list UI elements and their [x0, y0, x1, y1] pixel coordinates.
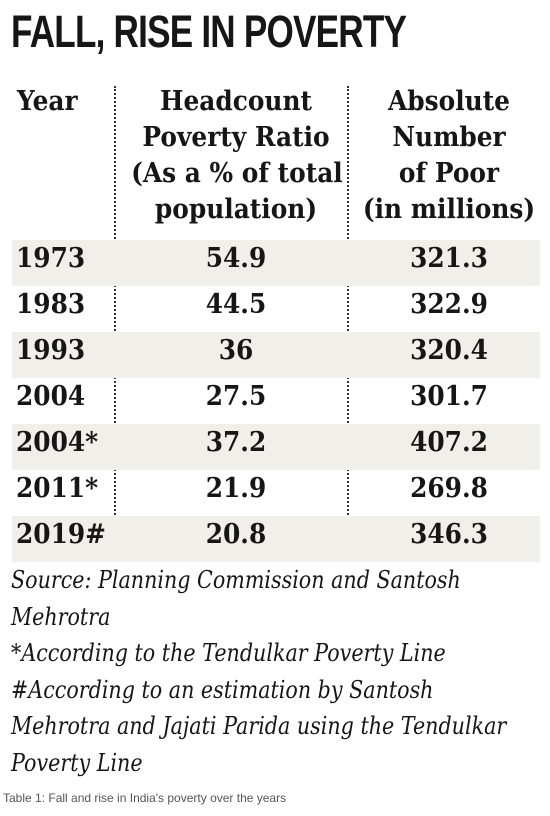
footnote-hash: #According to an estimation by Santosh: [11, 675, 434, 704]
column-header-headcount-ratio: Headcount Poverty Ratio (As a % of total…: [131, 84, 343, 228]
headcount-ratio-cell: 20.8: [205, 519, 267, 550]
headcount-ratio-cell: 27.5: [205, 381, 267, 412]
table-row: 2004 27.5 301.7: [12, 378, 540, 424]
absolute-number-cell: 346.3: [410, 519, 488, 550]
headcount-ratio-cell: 21.9: [205, 473, 267, 504]
header-line: Number: [392, 122, 506, 153]
footnote-hash: Mehrotra and Jajati Parida using the Ten…: [11, 712, 507, 740]
year-cell: 2004: [16, 381, 86, 412]
table-row: 2011* 21.9 269.8: [12, 470, 540, 516]
absolute-number-cell: 322.9: [410, 289, 488, 320]
headcount-ratio-cell: 37.2: [205, 427, 267, 458]
absolute-number-cell: 301.7: [410, 381, 488, 412]
headcount-ratio-cell: 44.5: [205, 289, 267, 320]
table-row: 2004* 37.2 407.2: [12, 424, 540, 470]
table-body: 1973 54.9 321.3 1983 44.5 322.9 1993 36 …: [12, 240, 540, 562]
headcount-ratio-cell: 36: [218, 335, 254, 366]
table-row: 1973 54.9 321.3: [12, 240, 540, 286]
column-divider-1: [114, 86, 116, 558]
absolute-number-cell: 269.8: [410, 473, 488, 504]
year-cell: 2019#: [16, 519, 106, 550]
source-note: Mehrotra: [11, 602, 111, 631]
absolute-number-cell: 407.2: [410, 427, 488, 458]
year-cell: 1983: [16, 289, 86, 320]
header-line: Absolute: [388, 86, 510, 117]
column-divider-2: [347, 86, 349, 558]
footnote-asterisk: *According to the Tendulkar Poverty Line: [11, 639, 446, 667]
year-cell: 2004*: [16, 427, 99, 458]
table-row: 2019# 20.8 346.3: [12, 516, 540, 562]
column-header-absolute-number: Absolute Number of Poor (in millions): [358, 84, 540, 228]
header-line: (in millions): [362, 194, 536, 225]
header-line: Headcount: [159, 86, 313, 117]
headcount-ratio-cell: 54.9: [205, 243, 267, 274]
table-row: 1993 36 320.4: [12, 332, 540, 378]
header-line: Poverty Ratio: [142, 122, 330, 153]
table-caption: Table 1: Fall and rise in India's povert…: [3, 791, 287, 805]
footnote-hash: Poverty Line: [11, 748, 143, 777]
source-note: Source: Planning Commission and Santosh: [11, 566, 461, 594]
year-cell: 2011*: [16, 473, 99, 504]
year-cell: 1973: [16, 243, 86, 274]
header-line: (As a % of total: [131, 158, 343, 189]
header-line: population): [154, 194, 318, 225]
page-title: FALL, RISE IN POVERTY: [11, 6, 407, 57]
header-line: of Poor: [398, 158, 500, 189]
absolute-number-cell: 320.4: [410, 335, 488, 366]
table-row: 1983 44.5 322.9: [12, 286, 540, 332]
year-cell: 1993: [16, 335, 86, 366]
footnotes: Source: Planning Commission and Santosh …: [11, 562, 507, 781]
column-header-year: Year: [17, 86, 78, 117]
absolute-number-cell: 321.3: [410, 243, 488, 274]
